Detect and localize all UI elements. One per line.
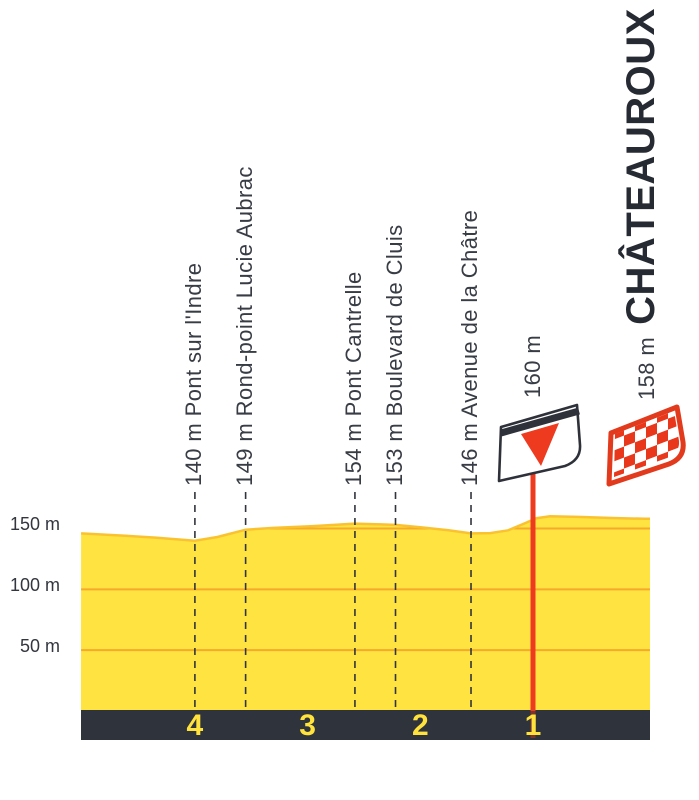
y-axis-label-100m: 100 m — [9, 574, 60, 595]
y-axis-label-50m: 50 m — [19, 635, 60, 656]
km-marker-4: 4 — [186, 709, 204, 742]
km-marker-1: 1 — [524, 709, 542, 742]
elevation-profile-line — [81, 515, 650, 542]
waypoint-label-0: 140 m Pont sur l'Indre — [180, 262, 206, 486]
waypoint-label-1: 149 m Rond-point Lucie Aubrac — [231, 166, 257, 486]
finish-elevation-label: 158 m — [634, 336, 659, 400]
elevation-profile-area — [81, 516, 650, 711]
km-axis-band — [81, 710, 650, 740]
finish-label: 158 m CHÂTEAUROUX — [618, 8, 664, 400]
waypoint-label-2: 154 m Pont Cantrelle — [340, 271, 366, 486]
flamme-rouge-flag-icon — [497, 403, 582, 483]
waypoint-label-4: 146 m Avenue de la Châtre — [457, 209, 482, 486]
finish-name: CHÂTEAUROUX — [619, 8, 663, 325]
checkered-flag-icon — [606, 404, 686, 487]
y-axis-label-150m: 150 m — [9, 514, 60, 534]
flamme-rouge-elevation-label: 160 m — [520, 334, 545, 398]
waypoint-label-3: 153 m Boulevard de Cluis — [381, 224, 407, 486]
km-marker-3: 3 — [299, 709, 316, 742]
km-marker-2: 2 — [411, 709, 429, 742]
